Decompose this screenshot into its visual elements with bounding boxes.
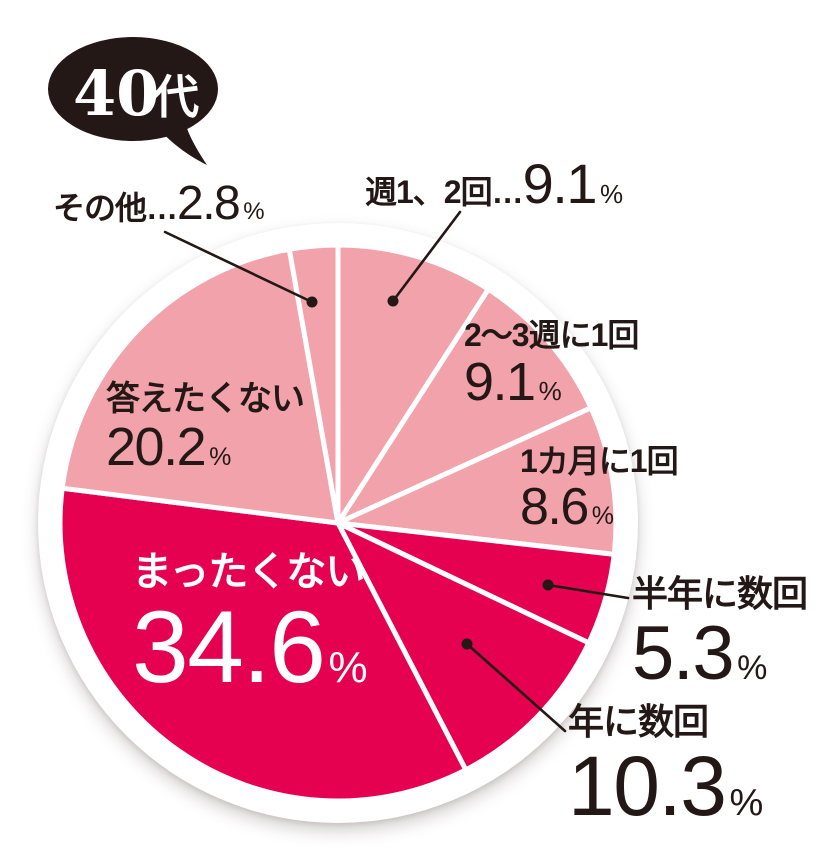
callout-hantoshi: 半年に数回 5.3%: [632, 573, 808, 696]
callout-nen: 年に数回 10.3%: [568, 702, 763, 828]
badge-suffix: 代: [152, 70, 199, 124]
callout-mattaku: まったくない 34.6%: [132, 550, 368, 698]
leader-dot-sonota: [306, 296, 318, 308]
callout-tsuki-value: 8.6: [520, 478, 589, 537]
pie-slice-shuu12: [335, 242, 492, 532]
callout-kotae: 答えたくない 20.2%: [106, 380, 305, 478]
callout-nishuu-label: 2〜3週に1回: [464, 317, 639, 353]
leader-dot-shuu12: [387, 295, 399, 307]
pie-slice-nishuu: [331, 285, 595, 529]
leader-dot-nen: [461, 638, 473, 650]
leader-line-sonota: [163, 230, 314, 304]
callout-sonota-label: その他…: [53, 190, 178, 226]
badge-number: 40: [73, 57, 159, 130]
callout-hantoshi-percent-sign: %: [737, 648, 768, 687]
callout-tsuki: 1カ月に1回 8.6%: [520, 443, 679, 537]
leader-line-hantoshi: [546, 583, 630, 600]
pie-slice-tsuki: [328, 404, 619, 558]
leader-dot-hantoshi: [542, 579, 554, 591]
callout-nen-value: 10.3: [568, 738, 727, 833]
callout-nishuu-value: 9.1: [464, 352, 536, 413]
callout-sonota: その他… 2.8%: [53, 180, 265, 228]
callout-kotae-percent-sign: %: [209, 443, 232, 472]
callout-shuu12-label: 週1、2回…: [365, 174, 524, 210]
callout-tsuki-label: 1カ月に1回: [520, 443, 679, 479]
callout-mattaku-value: 34.6: [132, 590, 326, 704]
callout-nishuu: 2〜3週に1回 9.1%: [464, 317, 639, 413]
callout-sonota-value: 2.8: [177, 177, 241, 230]
callout-nen-label: 年に数回: [568, 701, 709, 742]
callout-sonota-percent-sign: %: [243, 198, 265, 225]
callout-hantoshi-value: 5.3: [632, 610, 735, 696]
callout-mattaku-label: まったくない: [132, 550, 365, 594]
callout-mattaku-percent-sign: %: [328, 643, 368, 692]
callout-shuu12: 週1、2回… 9.1%: [365, 156, 623, 212]
leader-line-nen: [465, 642, 567, 733]
pie-slice-kotae: [59, 246, 342, 526]
callout-kotae-value: 20.2: [106, 417, 207, 478]
callout-nen-percent-sign: %: [729, 781, 764, 824]
pie-slice-mattaku: [57, 485, 470, 804]
callout-shuu12-percent-sign: %: [599, 179, 624, 209]
pie-slice-sonota: [286, 242, 341, 524]
badge-tail: [153, 119, 207, 165]
callout-tsuki-percent-sign: %: [591, 502, 615, 531]
callout-nishuu-percent-sign: %: [538, 376, 562, 407]
callout-hantoshi-label: 半年に数回: [632, 573, 808, 614]
age-badge: 40 代: [48, 37, 218, 165]
callout-kotae-label: 答えたくない: [106, 380, 305, 418]
callout-shuu12-value: 9.1: [522, 152, 598, 215]
badge-bubble: [48, 37, 218, 141]
leader-line-shuu12: [391, 210, 462, 303]
